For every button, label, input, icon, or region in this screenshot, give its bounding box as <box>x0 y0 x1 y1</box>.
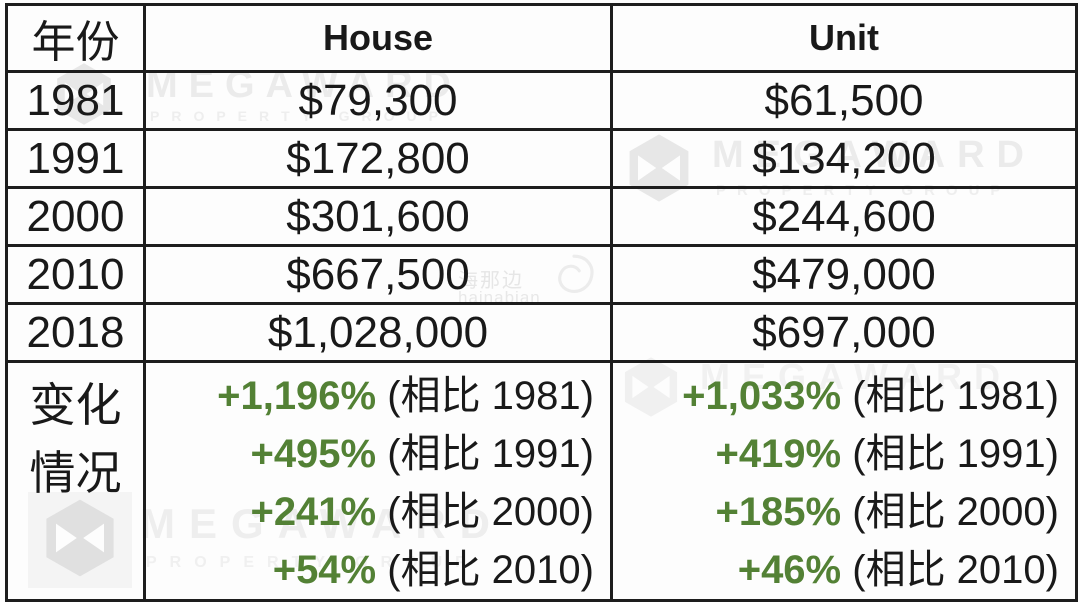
year-1981: 1981 <box>5 70 146 131</box>
year-2010: 2010 <box>5 244 146 305</box>
header-year-label: 年份 <box>31 17 120 68</box>
header-house: House <box>143 3 613 73</box>
header-unit: Unit <box>610 3 1078 73</box>
header-year: 年份 <box>5 3 146 73</box>
change-reference: (相比 1981) <box>387 374 594 418</box>
house-price-1991: $172,800 <box>143 128 613 189</box>
price-value: $134,200 <box>752 133 936 183</box>
house-price-2010: $667,500 <box>143 244 613 305</box>
year-value: 1991 <box>26 133 125 183</box>
table-header-row: 年份 House Unit <box>5 3 1078 73</box>
year-value: 2000 <box>26 191 125 241</box>
change-percent: +1,033% <box>682 374 842 418</box>
year-1991: 1991 <box>5 128 146 189</box>
house-price-2000: $301,600 <box>143 186 613 247</box>
price-value: $79,300 <box>298 75 458 125</box>
change-percent: +1,196% <box>217 374 377 418</box>
price-value: $301,600 <box>286 191 470 241</box>
change-line: +495% (相比 1991) <box>146 425 594 483</box>
table-row: 1981 $79,300 $61,500 <box>5 70 1078 131</box>
header-unit-label: Unit <box>809 17 879 58</box>
change-percent: +54% <box>272 548 377 592</box>
price-value: $172,800 <box>286 133 470 183</box>
price-value: $479,000 <box>752 249 936 299</box>
table-row: 2000 $301,600 $244,600 <box>5 186 1078 247</box>
price-value: $667,500 <box>286 249 470 299</box>
change-line: +54% (相比 2010) <box>146 541 594 599</box>
change-percent: +46% <box>737 548 842 592</box>
year-value: 2018 <box>26 307 125 357</box>
change-percent: +495% <box>250 432 377 476</box>
unit-price-2010: $479,000 <box>610 244 1078 305</box>
price-value: $61,500 <box>764 75 924 125</box>
change-label-cell: 变化 情况 <box>5 360 146 602</box>
year-2018: 2018 <box>5 302 146 363</box>
unit-price-1991: $134,200 <box>610 128 1078 189</box>
house-price-2018: $1,028,000 <box>143 302 613 363</box>
house-change-cell: +1,196% (相比 1981) +495% (相比 1991) +241% … <box>143 360 613 602</box>
change-reference: (相比 1991) <box>852 432 1059 476</box>
change-percent: +419% <box>715 432 842 476</box>
change-percent: +241% <box>250 490 377 534</box>
change-row: 变化 情况 +1,196% (相比 1981) +495% (相比 1991) … <box>5 360 1078 602</box>
change-line: +1,196% (相比 1981) <box>146 367 594 425</box>
price-value: $1,028,000 <box>267 307 489 357</box>
change-label-line2: 情况 <box>29 446 122 500</box>
unit-price-2000: $244,600 <box>610 186 1078 247</box>
price-value: $244,600 <box>752 191 936 241</box>
price-table: 年份 House Unit 1981 $79,300 $61,500 1991 … <box>5 3 1078 602</box>
change-label-line1: 变化 <box>29 378 122 432</box>
table-row: 2018 $1,028,000 $697,000 <box>5 302 1078 363</box>
year-value: 2010 <box>26 249 125 299</box>
change-line: +185% (相比 2000) <box>613 483 1059 541</box>
house-price-1981: $79,300 <box>143 70 613 131</box>
table-row: 1991 $172,800 $134,200 <box>5 128 1078 189</box>
change-reference: (相比 2010) <box>387 548 594 592</box>
change-reference: (相比 2000) <box>387 490 594 534</box>
change-line: +241% (相比 2000) <box>146 483 594 541</box>
price-table-wrapper: 年份 House Unit 1981 $79,300 $61,500 1991 … <box>5 3 1078 602</box>
price-value: $697,000 <box>752 307 936 357</box>
table-row: 2010 $667,500 $479,000 <box>5 244 1078 305</box>
header-house-label: House <box>322 17 434 58</box>
unit-change-cell: +1,033% (相比 1981) +419% (相比 1991) +185% … <box>610 360 1078 602</box>
unit-price-1981: $61,500 <box>610 70 1078 131</box>
change-reference: (相比 1981) <box>852 374 1059 418</box>
year-value: 1981 <box>26 75 125 125</box>
change-percent: +185% <box>715 490 842 534</box>
change-reference: (相比 1991) <box>387 432 594 476</box>
change-line: +1,033% (相比 1981) <box>613 367 1059 425</box>
change-line: +46% (相比 2010) <box>613 541 1059 599</box>
change-line: +419% (相比 1991) <box>613 425 1059 483</box>
change-reference: (相比 2010) <box>852 548 1059 592</box>
change-reference: (相比 2000) <box>852 490 1059 534</box>
year-2000: 2000 <box>5 186 146 247</box>
unit-price-2018: $697,000 <box>610 302 1078 363</box>
